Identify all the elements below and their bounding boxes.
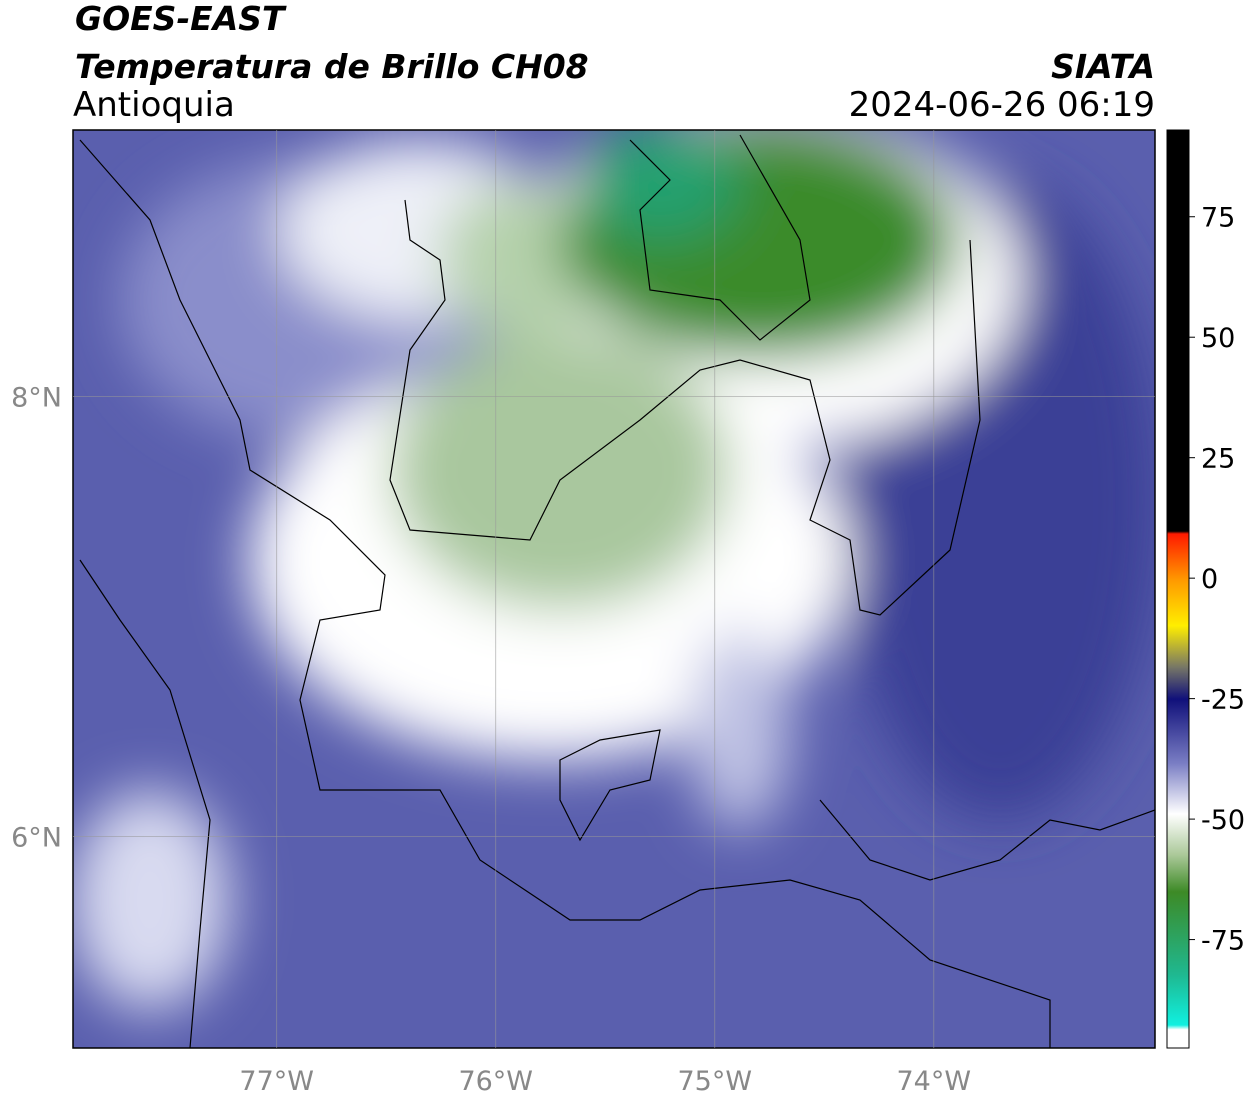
lon-label: 74°W bbox=[897, 1066, 972, 1097]
colorbar-label: 0 bbox=[1201, 564, 1218, 595]
lat-label: 8°N bbox=[11, 382, 62, 413]
lon-label: 76°W bbox=[458, 1066, 533, 1097]
dynamic-layer: 77°W 76°W 75°W 74°W 8°N 6°N 75 50 25 0 -25 -50 -75 bbox=[11, 130, 1245, 1097]
colorbar-label: -25 bbox=[1201, 685, 1245, 716]
lon-label: 77°W bbox=[239, 1066, 314, 1097]
satellite-title: GOES-EAST bbox=[75, 0, 287, 38]
colorbar-label: -75 bbox=[1201, 926, 1245, 957]
lon-label: 75°W bbox=[677, 1066, 752, 1097]
lat-label: 6°N bbox=[11, 823, 62, 854]
map-frame bbox=[72, 129, 1156, 1049]
product-title: Temperatura de Brillo CH08 bbox=[75, 47, 589, 86]
map-image bbox=[73, 130, 1155, 1048]
colorbar-label: -50 bbox=[1201, 805, 1245, 836]
source-title: SIATA bbox=[1051, 47, 1155, 86]
region-title: Antioquia bbox=[73, 85, 235, 125]
colorbar-label: 50 bbox=[1201, 323, 1235, 354]
colorbar-label: 75 bbox=[1201, 203, 1235, 234]
colorbar-label: 25 bbox=[1201, 444, 1235, 475]
datetime: 2024-06-26 06:19 bbox=[849, 85, 1155, 125]
colorbar bbox=[1166, 129, 1190, 1049]
